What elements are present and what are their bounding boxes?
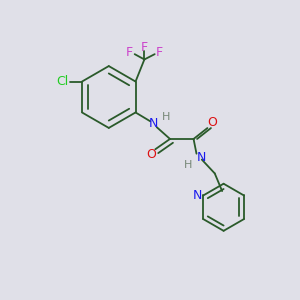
Text: Cl: Cl — [56, 75, 68, 88]
Text: F: F — [141, 40, 148, 54]
Text: N: N — [197, 151, 206, 164]
Text: N: N — [149, 117, 158, 130]
Text: F: F — [156, 46, 163, 59]
Text: H: H — [161, 112, 170, 122]
Text: O: O — [146, 148, 156, 161]
Text: O: O — [207, 116, 217, 129]
Text: F: F — [126, 46, 133, 59]
Text: N: N — [193, 189, 203, 202]
Text: H: H — [184, 160, 192, 170]
